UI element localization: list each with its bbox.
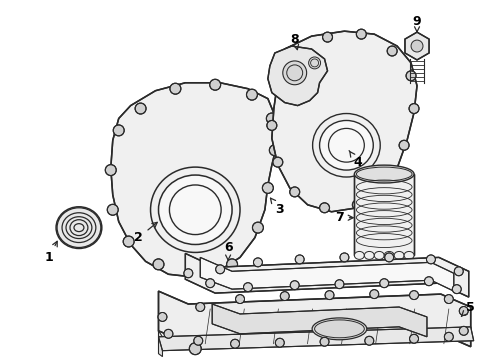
Circle shape	[216, 265, 224, 274]
Circle shape	[325, 291, 334, 300]
Circle shape	[370, 290, 379, 298]
Ellipse shape	[158, 175, 232, 244]
Circle shape	[309, 57, 320, 69]
Circle shape	[319, 203, 329, 213]
Circle shape	[194, 336, 203, 345]
Circle shape	[226, 259, 238, 270]
Ellipse shape	[384, 251, 394, 260]
Polygon shape	[354, 174, 414, 255]
Circle shape	[410, 334, 418, 343]
Circle shape	[290, 281, 299, 290]
Circle shape	[283, 61, 307, 85]
Circle shape	[411, 40, 423, 52]
Circle shape	[322, 32, 333, 42]
Text: 9: 9	[413, 15, 421, 32]
Circle shape	[387, 46, 397, 56]
Circle shape	[320, 337, 329, 346]
Circle shape	[244, 283, 252, 292]
Circle shape	[280, 292, 289, 301]
Circle shape	[275, 338, 284, 347]
Circle shape	[105, 165, 116, 176]
Circle shape	[340, 253, 349, 262]
Circle shape	[135, 103, 146, 114]
Circle shape	[231, 339, 240, 348]
Circle shape	[273, 157, 283, 167]
Circle shape	[236, 294, 245, 303]
Polygon shape	[158, 327, 474, 351]
Circle shape	[206, 279, 215, 288]
Circle shape	[454, 267, 463, 276]
Circle shape	[158, 312, 167, 321]
Circle shape	[290, 48, 300, 58]
Circle shape	[385, 253, 393, 262]
Circle shape	[410, 291, 418, 300]
Circle shape	[107, 204, 118, 215]
Circle shape	[424, 277, 434, 286]
Circle shape	[164, 329, 173, 338]
Ellipse shape	[374, 251, 384, 260]
Polygon shape	[158, 331, 163, 357]
Circle shape	[380, 279, 389, 288]
Circle shape	[184, 269, 193, 278]
Text: 3: 3	[270, 198, 284, 216]
Circle shape	[335, 280, 344, 289]
Circle shape	[273, 86, 283, 96]
Ellipse shape	[404, 251, 414, 260]
Circle shape	[356, 29, 367, 39]
Text: 2: 2	[134, 222, 157, 244]
Circle shape	[267, 113, 277, 124]
Ellipse shape	[150, 167, 240, 252]
Circle shape	[190, 269, 201, 280]
Circle shape	[352, 200, 362, 210]
Circle shape	[189, 343, 201, 355]
Circle shape	[409, 104, 419, 113]
Ellipse shape	[312, 318, 367, 340]
Ellipse shape	[354, 165, 414, 183]
Circle shape	[365, 336, 374, 345]
Circle shape	[123, 236, 134, 247]
Circle shape	[444, 332, 453, 341]
Polygon shape	[405, 32, 429, 60]
Circle shape	[406, 71, 416, 81]
Circle shape	[290, 187, 300, 197]
Text: 6: 6	[224, 241, 232, 260]
Circle shape	[270, 145, 280, 156]
Text: 1: 1	[45, 241, 57, 264]
Circle shape	[113, 125, 124, 136]
Circle shape	[399, 140, 409, 150]
Text: 8: 8	[291, 33, 299, 50]
Text: 7: 7	[335, 211, 353, 224]
Text: 4: 4	[349, 150, 362, 168]
Ellipse shape	[57, 208, 101, 247]
Ellipse shape	[365, 251, 374, 260]
Circle shape	[452, 285, 461, 294]
Circle shape	[246, 89, 257, 100]
Ellipse shape	[354, 251, 365, 260]
Polygon shape	[200, 257, 454, 291]
Polygon shape	[272, 31, 417, 212]
Circle shape	[459, 327, 468, 335]
Polygon shape	[212, 304, 427, 337]
Circle shape	[253, 258, 263, 267]
Polygon shape	[268, 46, 327, 105]
Polygon shape	[111, 83, 278, 277]
Text: 5: 5	[462, 301, 475, 316]
Ellipse shape	[319, 121, 373, 170]
Polygon shape	[185, 253, 469, 297]
Circle shape	[252, 222, 264, 233]
Circle shape	[295, 255, 304, 264]
Circle shape	[210, 79, 220, 90]
Circle shape	[444, 294, 453, 303]
Circle shape	[263, 183, 273, 193]
Ellipse shape	[394, 251, 404, 260]
Circle shape	[267, 121, 277, 130]
Circle shape	[196, 302, 205, 311]
Circle shape	[382, 175, 392, 185]
Circle shape	[459, 306, 468, 315]
Circle shape	[170, 83, 181, 94]
Circle shape	[426, 255, 436, 264]
Circle shape	[153, 259, 164, 270]
Polygon shape	[158, 291, 471, 347]
Ellipse shape	[313, 113, 380, 177]
